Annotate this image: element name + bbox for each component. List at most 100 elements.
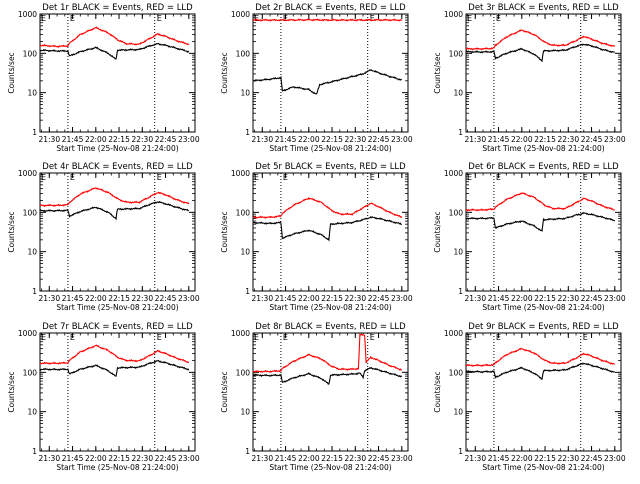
event-marker-label: E	[41, 14, 46, 23]
x-tick-label: 22:00	[85, 135, 107, 144]
x-tick-label: 22:15	[534, 454, 556, 463]
lld-series-line	[465, 192, 615, 212]
y-tick-label: 1	[458, 447, 463, 456]
y-tick-label: 10	[453, 248, 463, 257]
y-tick-label: 1	[458, 287, 463, 296]
plot-frame	[252, 172, 409, 292]
events-series-line	[252, 69, 403, 95]
x-tick-label: 21:45	[488, 454, 510, 463]
y-tick-label: 1000	[444, 329, 463, 338]
y-tick-label: 10	[240, 89, 250, 98]
y-tick-label: 100	[236, 368, 251, 377]
event-marker-label: E	[496, 14, 501, 23]
x-tick-label: 23:00	[604, 454, 626, 463]
x-tick-label: 22:15	[321, 294, 343, 303]
y-tick-label: 1000	[231, 329, 250, 338]
plot-frame	[252, 13, 409, 133]
y-tick-label: 1000	[18, 329, 37, 338]
event-marker-label: E	[496, 333, 501, 342]
plot-frame	[39, 172, 196, 292]
plot-frame	[465, 13, 622, 133]
x-axis-label: Start Time (25-Nov-08 21:24:00)	[269, 463, 391, 472]
y-tick-label: 10	[240, 408, 250, 417]
plot-frame	[39, 13, 196, 133]
event-marker-label: E	[370, 14, 375, 23]
x-tick-label: 21:45	[275, 294, 297, 303]
y-axis-label: Counts/sec	[7, 371, 16, 412]
y-tick-label: 100	[449, 49, 464, 58]
x-tick-label: 22:30	[131, 454, 153, 463]
y-tick-label: 100	[236, 208, 251, 217]
lld-series-line	[39, 344, 190, 365]
events-series-line	[39, 359, 190, 377]
x-tick-label: 22:45	[581, 454, 603, 463]
x-tick-label: 21:45	[488, 294, 510, 303]
event-marker-label: E	[583, 173, 588, 182]
detector-panel-3: Det 3r BLACK = Events, RED = LLD 1 10 100 10…	[433, 3, 626, 153]
y-axis-label: Counts/sec	[433, 211, 442, 252]
detector-panel-4: Det 4r BLACK = Events, RED = LLD 1 10 100 10…	[7, 162, 200, 312]
x-tick-label: 22:45	[368, 135, 390, 144]
event-marker-label: E	[254, 333, 259, 342]
x-tick-label: 22:45	[581, 135, 603, 144]
y-tick-label: 100	[236, 49, 251, 58]
y-axis-label: Counts/sec	[7, 52, 16, 93]
x-tick-label: 21:30	[464, 454, 486, 463]
y-tick-label: 1000	[231, 169, 250, 178]
x-tick-label: 22:30	[344, 454, 366, 463]
x-axis-label: Start Time (25-Nov-08 21:24:00)	[482, 303, 604, 312]
detector-panel-1: Det 1r BLACK = Events, RED = LLD 1 10 100 10…	[7, 3, 200, 153]
x-tick-label: 22:00	[298, 454, 320, 463]
x-tick-label: 22:00	[85, 454, 107, 463]
panel-title: Det 9r BLACK = Events, RED = LLD	[468, 322, 619, 332]
lld-series-line	[252, 18, 403, 22]
events-series-line	[465, 211, 616, 232]
x-tick-label: 23:00	[604, 294, 626, 303]
detector-panel-5: Det 5r BLACK = Events, RED = LLD 1 10 100 10…	[220, 162, 413, 312]
y-tick-label: 1	[32, 447, 37, 456]
y-axis-label: Counts/sec	[433, 371, 442, 412]
lld-series-line	[465, 29, 616, 51]
y-tick-label: 1000	[444, 10, 463, 19]
event-marker-label: E	[467, 14, 472, 23]
event-marker-label: E	[283, 333, 288, 342]
events-series-line	[252, 366, 403, 385]
x-tick-label: 22:00	[85, 294, 107, 303]
x-tick-label: 22:45	[155, 294, 177, 303]
x-tick-label: 21:30	[251, 454, 273, 463]
x-axis-label: Start Time (25-Nov-08 21:24:00)	[56, 303, 178, 312]
y-tick-label: 1	[245, 287, 250, 296]
lld-series-line	[39, 187, 190, 208]
y-tick-label: 1	[32, 128, 37, 137]
y-tick-label: 1000	[18, 169, 37, 178]
x-tick-label: 22:15	[534, 294, 556, 303]
y-tick-label: 1000	[231, 10, 250, 19]
y-tick-label: 1	[245, 128, 250, 137]
x-tick-label: 22:15	[534, 135, 556, 144]
event-marker-label: E	[157, 14, 162, 23]
y-tick-label: 10	[453, 408, 463, 417]
event-marker-label: E	[157, 333, 162, 342]
panel-title: Det 8r BLACK = Events, RED = LLD	[255, 322, 406, 332]
panel-title: Det 3r BLACK = Events, RED = LLD	[468, 3, 619, 13]
x-tick-label: 21:45	[275, 454, 297, 463]
detector-panel-8: Det 8r BLACK = Events, RED = LLD 1 10 100 10…	[220, 322, 413, 472]
event-marker-label: E	[496, 173, 501, 182]
x-tick-label: 23:00	[178, 135, 200, 144]
y-tick-label: 1	[458, 128, 463, 137]
x-tick-label: 23:00	[178, 294, 200, 303]
event-marker-label: E	[467, 333, 472, 342]
x-tick-label: 22:15	[108, 135, 130, 144]
y-axis-label: Counts/sec	[7, 211, 16, 252]
x-axis-label: Start Time (25-Nov-08 21:24:00)	[269, 144, 391, 153]
y-axis-label: Counts/sec	[220, 371, 229, 412]
events-series-line	[465, 362, 615, 380]
event-marker-label: E	[583, 333, 588, 342]
x-axis-label: Start Time (25-Nov-08 21:24:00)	[56, 463, 178, 472]
y-tick-label: 100	[23, 49, 38, 58]
x-tick-label: 22:45	[368, 454, 390, 463]
y-tick-label: 100	[23, 208, 38, 217]
event-marker-label: E	[70, 173, 75, 182]
x-tick-label: 22:30	[344, 135, 366, 144]
x-axis-label: Start Time (25-Nov-08 21:24:00)	[56, 144, 178, 153]
